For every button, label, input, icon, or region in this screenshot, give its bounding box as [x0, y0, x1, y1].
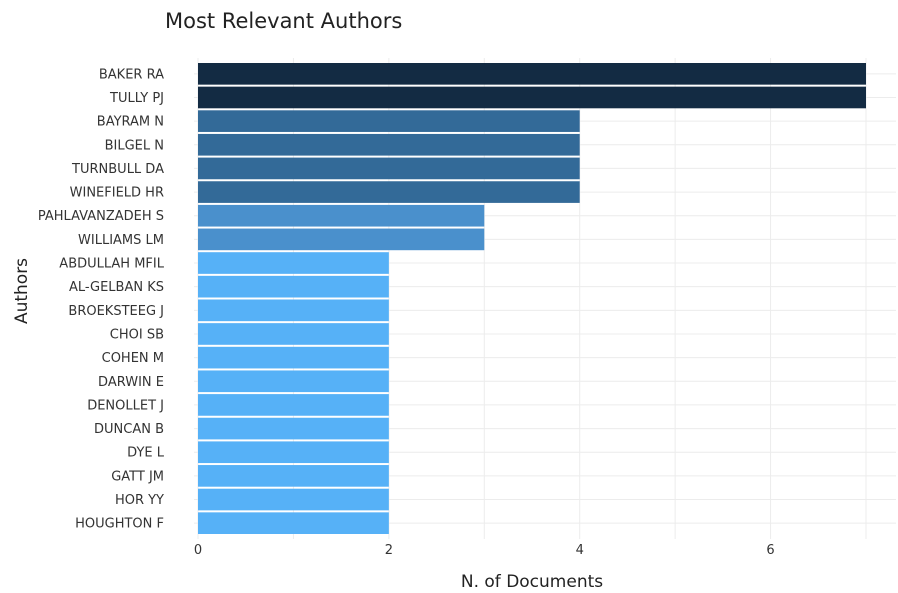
category-label: AL-GELBAN KS [69, 280, 164, 295]
bar [198, 488, 389, 511]
category-label: HOR YY [115, 493, 164, 508]
bar [198, 370, 389, 393]
x-tick-labels: 0 2 4 6 [194, 543, 775, 558]
category-label: WINEFIELD HR [70, 186, 164, 201]
category-label: BAKER RA [99, 67, 164, 82]
category-label: GATT JM [111, 469, 164, 484]
bar [198, 252, 389, 274]
category-label: CHOI SB [110, 327, 164, 342]
chart-title: Most Relevant Authors [165, 9, 402, 33]
bar [198, 275, 389, 298]
bar [198, 157, 580, 180]
x-tick-label: 2 [385, 543, 393, 558]
bar [198, 228, 485, 251]
category-label: DENOLLET J [87, 398, 164, 413]
category-label: COHEN M [102, 351, 164, 366]
bar [198, 86, 866, 109]
category-label: TURNBULL DA [71, 162, 164, 177]
bar [198, 441, 389, 464]
x-tick-label: 0 [194, 543, 202, 558]
x-tick-label: 6 [766, 543, 774, 558]
bar [198, 465, 389, 487]
bar [198, 204, 485, 227]
y-axis-title: Authors [12, 258, 32, 324]
category-label: DYE L [127, 446, 165, 461]
bars [198, 63, 866, 534]
bar [198, 299, 389, 322]
category-label: BAYRAM N [97, 115, 164, 130]
category-label: BROEKSTEEG J [68, 304, 164, 319]
category-label: DUNCAN B [94, 422, 164, 437]
bar [198, 63, 866, 85]
bar [198, 110, 580, 132]
category-label: HOUGHTON F [75, 517, 164, 532]
bar [198, 133, 580, 156]
bar [198, 323, 389, 345]
category-label: WILLIAMS LM [78, 233, 164, 248]
x-tick-label: 4 [576, 543, 584, 558]
category-label: ABDULLAH MFIL [59, 257, 164, 272]
category-label: PAHLAVANZADEH S [38, 209, 164, 224]
bar [198, 512, 389, 534]
category-label: BILGEL N [105, 138, 164, 153]
bar [198, 346, 389, 369]
bar [198, 417, 389, 440]
bar [198, 181, 580, 203]
category-label: TULLY PJ [109, 91, 164, 106]
category-label: DARWIN E [98, 375, 164, 390]
category-labels: BAKER RA TULLY PJ BAYRAM N BILGEL N TURNBULL… [38, 67, 165, 531]
x-axis-title: N. of Documents [461, 572, 603, 592]
bar [198, 394, 389, 416]
